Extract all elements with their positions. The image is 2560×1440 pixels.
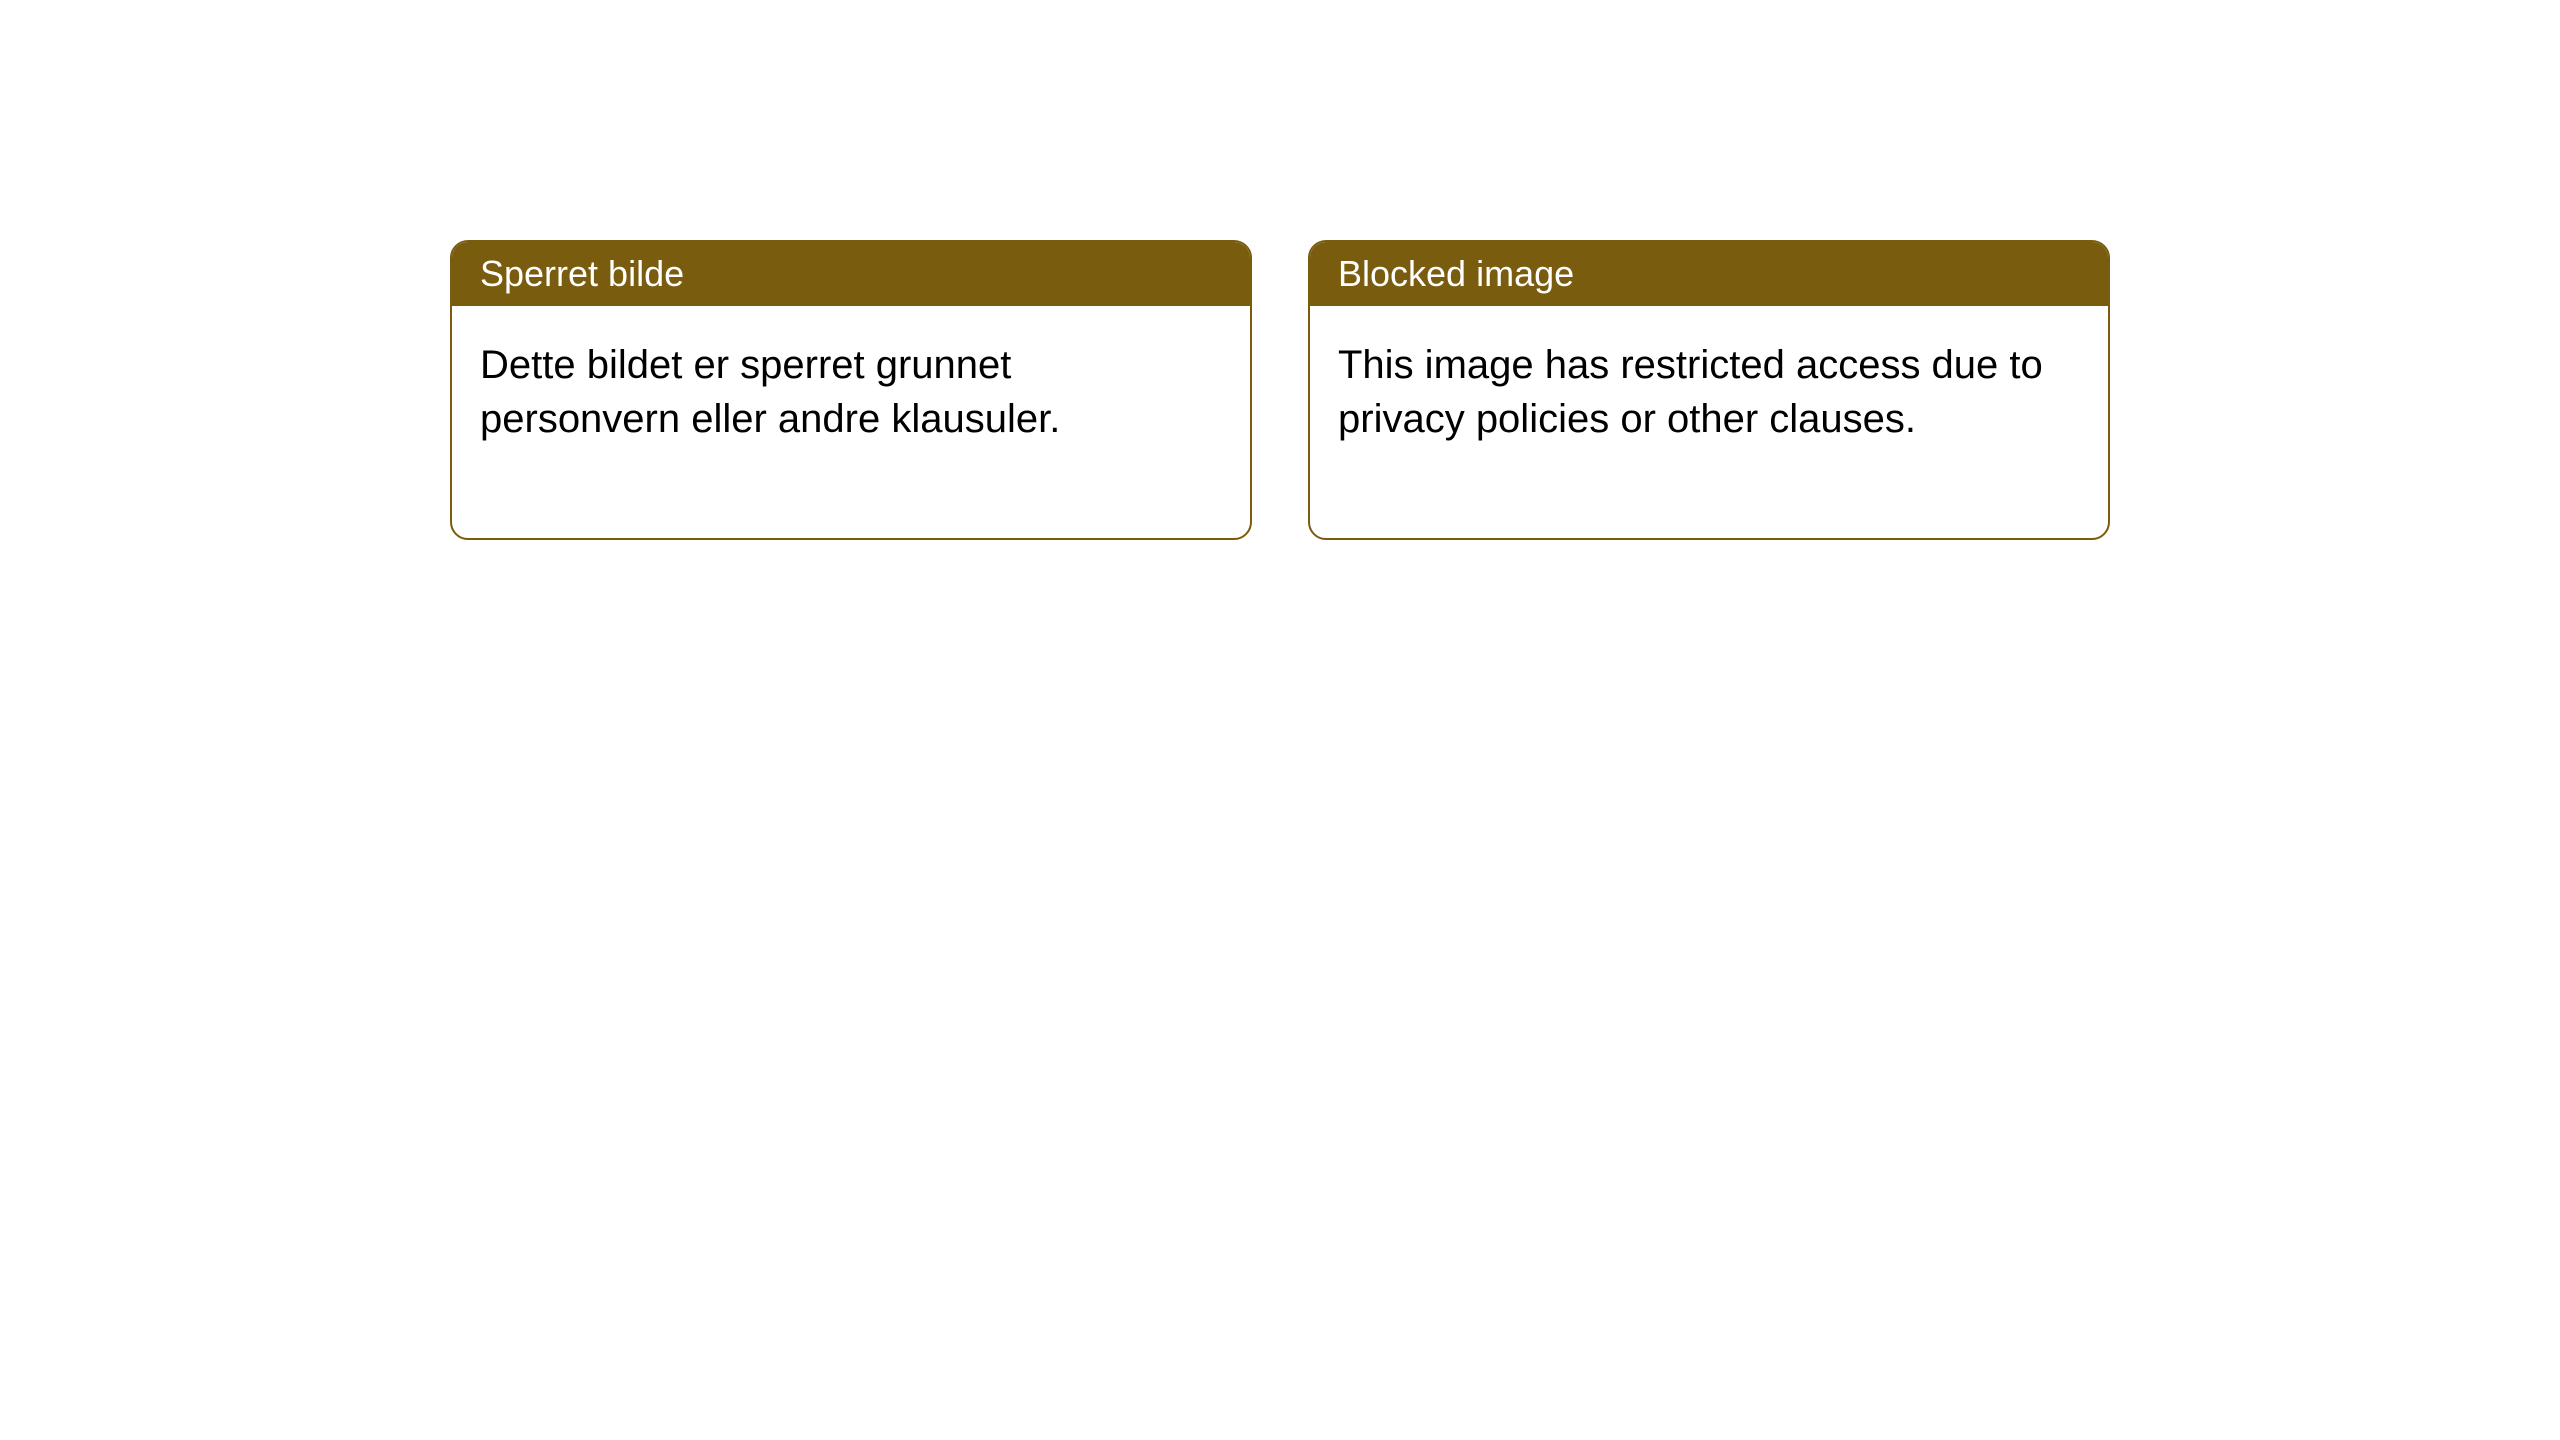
notice-card-norwegian: Sperret bilde Dette bildet er sperret gr… [450, 240, 1252, 540]
notice-body: This image has restricted access due to … [1310, 306, 2108, 538]
notice-title: Blocked image [1310, 242, 2108, 306]
notice-body: Dette bildet er sperret grunnet personve… [452, 306, 1250, 538]
notice-container: Sperret bilde Dette bildet er sperret gr… [450, 240, 2110, 540]
notice-card-english: Blocked image This image has restricted … [1308, 240, 2110, 540]
notice-title: Sperret bilde [452, 242, 1250, 306]
